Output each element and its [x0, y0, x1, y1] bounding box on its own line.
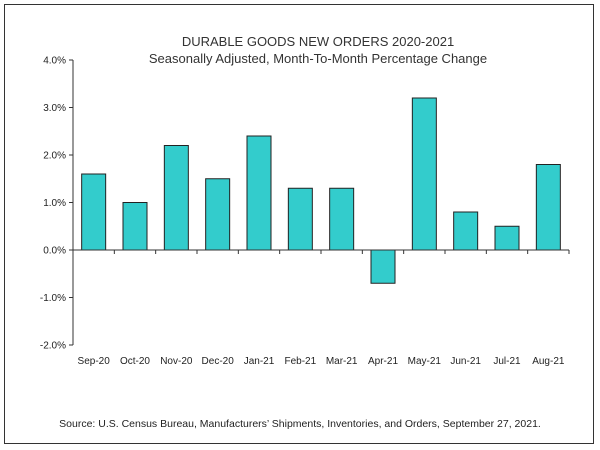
bar-nov-20 [163, 145, 189, 251]
y-tick-label: 4.0% [43, 56, 66, 67]
x-tick-label: Sep-20 [78, 356, 111, 367]
x-tick-label: Aug-21 [532, 356, 565, 367]
bar-jun-21 [453, 211, 479, 251]
bar-apr-21 [370, 249, 396, 284]
x-tick-label: May-21 [408, 356, 442, 367]
bar-jan-21 [246, 135, 272, 251]
x-tick-label: Feb-21 [284, 356, 316, 367]
x-tick-label: Mar-21 [326, 356, 358, 367]
x-tick-label: Oct-20 [120, 356, 150, 367]
x-tick-label: Dec-20 [202, 356, 235, 367]
x-tick-label: Jun-21 [450, 356, 481, 367]
chart-subtitle: Seasonally Adjusted, Month-To-Month Perc… [149, 51, 487, 66]
y-tick-label: 1.0% [43, 198, 66, 209]
x-tick-label: Nov-20 [160, 356, 193, 367]
y-tick-label: -1.0% [40, 293, 66, 304]
bar-may-21 [411, 97, 437, 251]
x-tick-label: Apr-21 [368, 356, 398, 367]
bar-mar-21 [329, 187, 355, 251]
x-tick-label: Jan-21 [244, 356, 275, 367]
x-tick-label: Jul-21 [493, 356, 521, 367]
chart-title: DURABLE GOODS NEW ORDERS 2020-2021 [182, 34, 454, 49]
bar-oct-20 [122, 202, 148, 251]
bar-sep-20 [81, 173, 107, 251]
bar-dec-20 [205, 178, 231, 251]
source-note: Source: U.S. Census Bureau, Manufacturer… [59, 418, 541, 430]
y-tick-label: -2.0% [40, 341, 66, 352]
bar-aug-21 [535, 164, 561, 251]
y-tick-label: 0.0% [43, 246, 66, 257]
y-tick-label: 2.0% [43, 151, 66, 162]
y-tick-label: 3.0% [43, 103, 66, 114]
bar-feb-21 [287, 187, 313, 251]
bar-jul-21 [494, 225, 520, 251]
